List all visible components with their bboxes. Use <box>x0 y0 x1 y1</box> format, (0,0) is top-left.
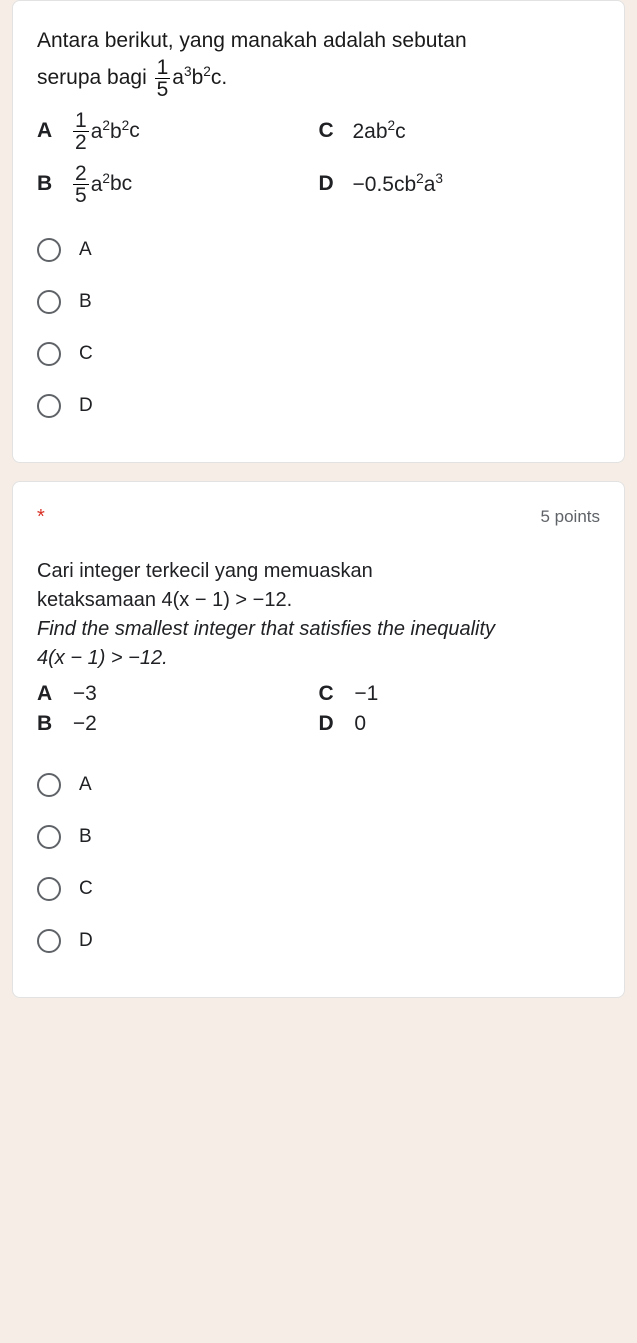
radio-icon[interactable] <box>37 773 61 797</box>
q1-C-letter: C <box>319 119 339 143</box>
q2-C-val: −1 <box>354 682 378 705</box>
q2-radio-C-label: C <box>79 878 93 900</box>
q2-choice-D: D 0 <box>319 709 601 739</box>
q1-B-frac-bot: 5 <box>73 185 89 206</box>
q1-B-frac-top: 2 <box>73 163 89 185</box>
radio-icon[interactable] <box>37 394 61 418</box>
q2-A-letter: A <box>37 679 67 709</box>
q1-radio-A[interactable]: A <box>37 224 600 276</box>
q1-D-letter: D <box>319 172 339 196</box>
q1-choices-block: A 1 2 a2b2c C 2ab2c B 2 5 a2bc D − <box>37 110 600 206</box>
q1-fraction: 1 5 <box>155 57 171 100</box>
q1-choice-C: C 2ab2c <box>319 118 601 144</box>
q2-choice-B: B −2 <box>37 709 319 739</box>
q1-B-letter: B <box>37 172 57 196</box>
q1-prompt-l2c: c. <box>211 66 227 89</box>
q1-A-frac-top: 1 <box>73 110 89 132</box>
radio-icon[interactable] <box>37 877 61 901</box>
q2-radio-D[interactable]: D <box>37 915 600 967</box>
q2-line4: 4(x − 1) > −12. <box>37 644 600 673</box>
q1-A-fraction: 1 2 <box>73 110 89 153</box>
radio-icon[interactable] <box>37 290 61 314</box>
q1-D-text: −0.5cb2a3 <box>353 171 444 197</box>
q1-A-expr: a2b2 <box>91 118 130 144</box>
q1-prompt: Antara berikut, yang manakah adalah sebu… <box>37 25 600 100</box>
q1-radio-A-label: A <box>79 239 92 261</box>
q1-radio-B-label: B <box>79 291 92 313</box>
q1-radio-B[interactable]: B <box>37 276 600 328</box>
q2-choice-A: A −3 <box>37 679 319 709</box>
q1-frac-top: 1 <box>155 57 171 79</box>
q2-radio-A-label: A <box>79 774 92 796</box>
q1-radio-C[interactable]: C <box>37 328 600 380</box>
q1-radio-D[interactable]: D <box>37 380 600 432</box>
q1-B-tail: bc <box>110 172 132 196</box>
q1-prompt-l2a: serupa bagi <box>37 66 153 89</box>
q2-header: * 5 points <box>37 506 600 529</box>
q1-radio-C-label: C <box>79 343 93 365</box>
q1-D-a: −0.5cb <box>353 173 417 196</box>
q2-B-letter: B <box>37 709 67 739</box>
q1-expr: a3b2 <box>172 66 211 89</box>
q1-frac-bot: 5 <box>155 79 171 100</box>
q1-choice-D: D −0.5cb2a3 <box>319 171 601 197</box>
q2-C-letter: C <box>319 679 349 709</box>
radio-icon[interactable] <box>37 342 61 366</box>
q1-choice-B: B 2 5 a2bc <box>37 163 319 206</box>
q2-choice-C: C −1 <box>319 679 601 709</box>
q1-prompt-line2: serupa bagi 1 5 a3b2c. <box>37 57 600 100</box>
question-card-2: * 5 points Cari integer terkecil yang me… <box>12 481 625 999</box>
points-label: 5 points <box>540 507 600 527</box>
q1-D-b: a <box>424 173 436 196</box>
q2-D-val: 0 <box>354 712 366 735</box>
q2-line1: Cari integer terkecil yang memuaskan <box>37 557 600 586</box>
q1-B-fraction: 2 5 <box>73 163 89 206</box>
q1-choice-A: A 1 2 a2b2c <box>37 110 319 153</box>
q1-A-frac-bot: 2 <box>73 132 89 153</box>
radio-icon[interactable] <box>37 929 61 953</box>
q1-C-c: c <box>395 120 406 143</box>
q1-radio-D-label: D <box>79 395 93 417</box>
question-card-1: Antara berikut, yang manakah adalah sebu… <box>12 0 625 463</box>
q1-A-tail: c <box>129 119 140 143</box>
q2-radio-B[interactable]: B <box>37 811 600 863</box>
q2-radio-A[interactable]: A <box>37 759 600 811</box>
q1-choice-row-2: B 2 5 a2bc D −0.5cb2a3 <box>37 163 600 206</box>
q2-line3: Find the smallest integer that satisfies… <box>37 615 600 644</box>
q2-choices-block: A −3 C −1 B −2 D 0 <box>37 679 600 740</box>
q1-B-expr: a2 <box>91 171 110 197</box>
q2-B-val: −2 <box>73 712 97 735</box>
q2-radio-B-label: B <box>79 826 92 848</box>
required-asterisk: * <box>37 506 45 529</box>
q2-prompt: Cari integer terkecil yang memuaskan ket… <box>37 557 600 740</box>
q1-C-a: 2ab <box>353 120 388 143</box>
q1-radio-group: A B C D <box>37 224 600 432</box>
q1-choice-row-1: A 1 2 a2b2c C 2ab2c <box>37 110 600 153</box>
q2-A-val: −3 <box>73 682 97 705</box>
radio-icon[interactable] <box>37 825 61 849</box>
q2-line2: ketaksamaan 4(x − 1) > −12. <box>37 586 600 615</box>
q1-C-text: 2ab2c <box>353 118 406 144</box>
q2-radio-D-label: D <box>79 930 93 952</box>
q2-D-letter: D <box>319 709 349 739</box>
radio-icon[interactable] <box>37 238 61 262</box>
q1-A-letter: A <box>37 119 57 143</box>
q2-choice-row-1: A −3 C −1 <box>37 679 600 709</box>
q2-radio-group: A B C D <box>37 759 600 967</box>
q1-prompt-line1: Antara berikut, yang manakah adalah sebu… <box>37 25 600 57</box>
q2-choice-row-2: B −2 D 0 <box>37 709 600 739</box>
q2-radio-C[interactable]: C <box>37 863 600 915</box>
